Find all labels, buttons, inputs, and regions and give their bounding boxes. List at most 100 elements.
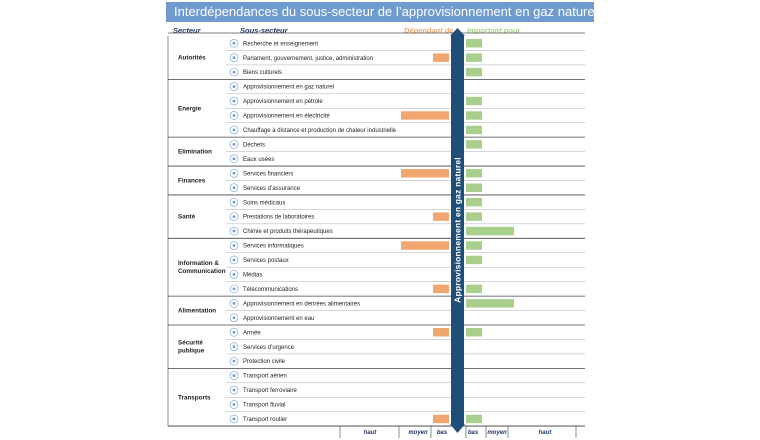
axis-tick-label: bas (468, 430, 479, 436)
header-sector: Secteur (173, 26, 201, 35)
axis-tick-label: moyen (487, 430, 507, 436)
important-bar (466, 226, 514, 236)
title-bar: Interdépendances du sous-secteur de l’ap… (166, 2, 598, 22)
header-subsector: Sous-secteur (240, 26, 288, 35)
sector-label: Sécurité (178, 340, 203, 347)
river-transport-icon-dot (232, 403, 236, 406)
row-label: Services financiers (243, 171, 293, 177)
row-label: Armée (243, 330, 261, 336)
important-bar (466, 183, 482, 192)
arrow-head-bottom (450, 424, 465, 433)
emergency-icon-dot (232, 345, 236, 349)
row-label: Chimie et produits thérapeutiques (243, 229, 333, 235)
arrow-head-top (450, 28, 465, 36)
research-icon-dot (232, 41, 236, 45)
sector-label: Elimination (178, 149, 212, 156)
air-transport-icon-dot (232, 374, 236, 377)
dependent-bar (401, 241, 449, 250)
row-label: Recherche et enseignement (243, 41, 318, 47)
row-label: Approvisionnement en denrées alimentaire… (243, 301, 360, 307)
important-bar (466, 140, 482, 149)
chemistry-icon-dot (232, 229, 236, 233)
axis-tick-label: haut (539, 430, 553, 436)
sector-label: Transports (178, 394, 211, 401)
insurance-icon-dot (232, 186, 236, 190)
row-label: Eaux usées (243, 157, 274, 163)
wastewater-icon-dot (232, 157, 236, 161)
row-label: Télécommunications (243, 287, 298, 293)
road-transport-icon-dot (232, 417, 236, 421)
water-icon-dot (232, 316, 236, 320)
heating-icon-dot (232, 128, 236, 132)
axis-tick-label: moyen (408, 430, 428, 436)
sector-label: Alimentation (178, 308, 216, 315)
row-label: Approvisionnement en pétrole (243, 99, 323, 105)
postal-icon-dot (232, 258, 236, 262)
telecom-icon-dot (232, 287, 236, 291)
central-arrow (451, 36, 464, 424)
dependent-bar (401, 111, 449, 120)
rail-transport-icon-dot (232, 388, 236, 392)
row-label: Approvisionnement en gaz naturel (243, 85, 334, 91)
oil-icon-dot (232, 99, 236, 103)
row-label: Protection civile (243, 359, 286, 365)
important-bar (466, 284, 482, 294)
row-label: Parlament, gouvernement, justice, admini… (243, 56, 373, 62)
dependent-bar (401, 169, 449, 178)
important-bar (466, 197, 482, 207)
row-label: Transport aérien (243, 374, 287, 380)
important-bar (466, 125, 482, 135)
header-important: Important pour (467, 26, 521, 35)
row-label: Déchets (243, 142, 265, 148)
gas-icon-dot (232, 85, 236, 88)
row-label: Prestations de laboratoires (243, 215, 314, 221)
waste-icon-dot (232, 142, 236, 146)
media-icon-dot (232, 273, 236, 276)
finance-icon-dot (232, 171, 236, 175)
important-bar (466, 53, 482, 62)
important-bar (466, 212, 482, 221)
important-bar (466, 96, 482, 106)
dependent-bar (433, 212, 449, 221)
row-label: Services d’urgence (243, 345, 295, 351)
dependent-bar (433, 414, 449, 424)
row-label: Services postaux (243, 258, 289, 264)
header-dependent: Dépendant de (404, 26, 454, 35)
government-icon-dot (232, 56, 236, 60)
important-bar (466, 299, 514, 308)
important-bar (466, 67, 482, 77)
row-label: Services d’assurance (243, 186, 301, 192)
row-label: Chauffage à distance et production de ch… (243, 128, 397, 134)
it-icon-dot (232, 244, 236, 247)
electricity-icon-dot (232, 114, 236, 117)
sector-label: Santé (178, 214, 196, 221)
axis-tick-label: bas (437, 430, 448, 436)
civil-protection-icon-dot (232, 359, 236, 363)
important-bar (466, 241, 482, 250)
row-label: Médias (243, 273, 262, 279)
sector-label: Finances (178, 178, 206, 185)
important-bar (466, 328, 482, 337)
row-label: Transport fluvial (243, 403, 285, 409)
row-label: Transport ferroviaire (243, 388, 297, 394)
sector-label: Autorités (178, 55, 206, 62)
dependent-bar (433, 53, 449, 62)
culture-icon-dot (232, 70, 236, 74)
axis-tick-label: haut (364, 430, 378, 436)
sector-label: Energie (178, 105, 202, 112)
chart-title: Interdépendances du sous-secteur de l’ap… (174, 4, 598, 19)
important-bar (466, 414, 482, 424)
important-bar (466, 169, 482, 178)
medical-icon-dot (232, 200, 236, 204)
important-bar (466, 39, 482, 48)
dependent-bar (433, 328, 449, 337)
row-label: Services informatiques (243, 244, 304, 250)
sector-label: Communication (178, 268, 226, 275)
central-arrow-label: Approvisionnement en gaz naturel (453, 157, 463, 303)
important-bar (466, 255, 482, 265)
row-label: Approvisionnement en eau (243, 316, 314, 322)
food-icon-dot (232, 301, 236, 305)
sector-label: publique (178, 348, 205, 355)
dependent-bar (433, 284, 449, 294)
